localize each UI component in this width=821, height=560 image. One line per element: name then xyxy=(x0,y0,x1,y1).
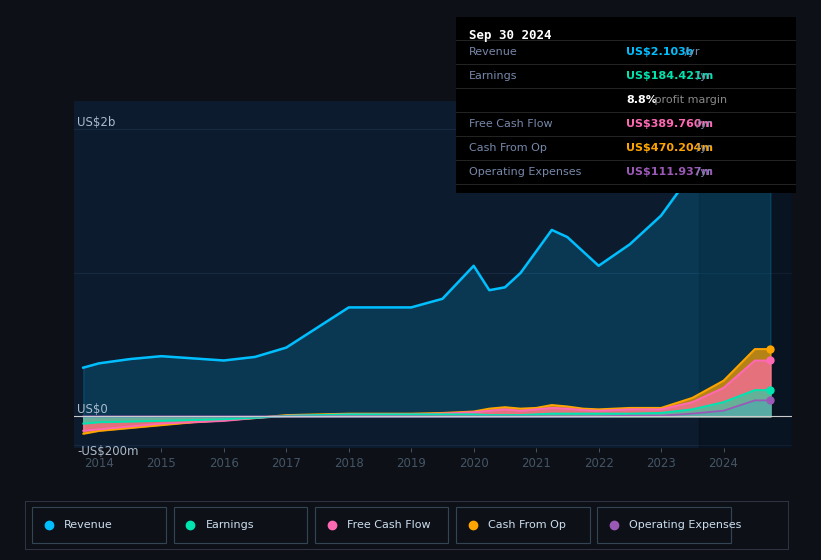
Text: /yr: /yr xyxy=(694,167,712,178)
Text: -US$200m: -US$200m xyxy=(77,445,139,458)
Text: US$2.103b: US$2.103b xyxy=(626,47,694,57)
Text: Cash From Op: Cash From Op xyxy=(488,520,566,530)
Text: US$389.760m: US$389.760m xyxy=(626,119,713,129)
Bar xyxy=(699,101,792,448)
Text: /yr: /yr xyxy=(694,143,712,153)
Text: US$184.421m: US$184.421m xyxy=(626,71,713,81)
Text: Sep 30 2024: Sep 30 2024 xyxy=(470,29,552,42)
Text: Cash From Op: Cash From Op xyxy=(470,143,547,153)
Text: Free Cash Flow: Free Cash Flow xyxy=(470,119,553,129)
Text: Earnings: Earnings xyxy=(470,71,518,81)
Text: US$111.937m: US$111.937m xyxy=(626,167,713,178)
Text: Free Cash Flow: Free Cash Flow xyxy=(346,520,430,530)
Text: Revenue: Revenue xyxy=(64,520,113,530)
Text: Operating Expenses: Operating Expenses xyxy=(470,167,581,178)
Text: US$470.204m: US$470.204m xyxy=(626,143,713,153)
Text: US$0: US$0 xyxy=(77,403,108,417)
Text: profit margin: profit margin xyxy=(650,95,727,105)
Text: Revenue: Revenue xyxy=(470,47,518,57)
Text: /yr: /yr xyxy=(694,119,712,129)
Text: 8.8%: 8.8% xyxy=(626,95,657,105)
Text: /yr: /yr xyxy=(681,47,699,57)
Text: US$2b: US$2b xyxy=(77,116,116,129)
Text: /yr: /yr xyxy=(694,71,712,81)
Text: Earnings: Earnings xyxy=(205,520,254,530)
Text: Operating Expenses: Operating Expenses xyxy=(630,520,741,530)
